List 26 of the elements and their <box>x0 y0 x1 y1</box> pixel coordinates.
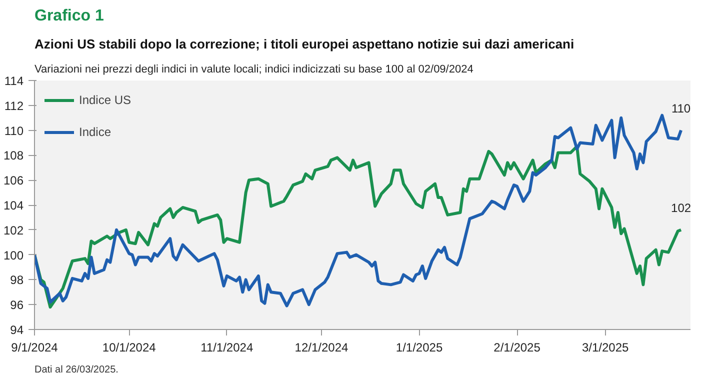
chart-subtitle: Azioni US stabili dopo la correzione; i titoli europei aspettano notizie sui dazi americani <box>34 36 574 52</box>
y-tick-label: 98 <box>10 273 24 288</box>
x-tick-label: 9/1/2024 <box>11 340 58 354</box>
x-tick-label: 11/1/2024 <box>200 340 254 354</box>
x-tick-label: 10/1/2024 <box>102 340 156 354</box>
y-tick-label: 94 <box>10 323 24 337</box>
x-tick-label: 2/1/2025 <box>494 340 541 354</box>
y-tick-label: 110 <box>4 124 24 138</box>
x-tick-label: 1/1/2025 <box>396 340 443 354</box>
y-tick-label: 100 <box>3 248 24 262</box>
y-tick-label: 96 <box>10 298 24 312</box>
x-tick-label: 3/1/2025 <box>582 340 630 354</box>
y-tick-label: 114 <box>4 74 24 88</box>
annotation: 102 <box>671 200 692 215</box>
y-tick-label: 112 <box>4 98 24 113</box>
legend-label: Indice <box>79 125 112 139</box>
chart-title: Grafico 1 <box>34 8 104 24</box>
x-tick-label: 12/1/2024 <box>294 340 349 354</box>
y-tick-label: 102 <box>3 223 24 238</box>
y-tick-label: 104 <box>3 198 24 212</box>
text: Variazioni nei prezzi degli indici in valute locali; indici indicizzati su base 100 al 02/09/2024 <box>34 64 474 76</box>
text: Dati al 26/03/2025. <box>34 364 118 376</box>
y-tick-label: 106 <box>3 174 24 188</box>
annotation: 110 <box>671 101 691 116</box>
y-tick-label: 108 <box>3 148 24 163</box>
legend-label: Indice US <box>79 93 132 107</box>
